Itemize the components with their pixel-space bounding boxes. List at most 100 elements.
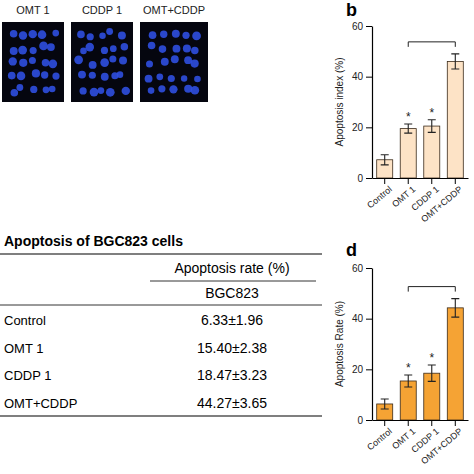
nucleus	[41, 71, 48, 78]
nucleus	[106, 28, 113, 35]
tick-mark	[455, 420, 456, 426]
table-cell: 15.40±2.38	[197, 340, 267, 356]
nucleus	[172, 30, 180, 38]
nucleus	[18, 46, 27, 55]
nucleus	[29, 30, 37, 38]
nucleus	[10, 30, 18, 38]
tick-label: Control	[365, 426, 394, 452]
nucleus	[181, 75, 187, 81]
y-axis: 0204060	[352, 21, 373, 184]
image-label: OMT 1	[16, 4, 49, 16]
micrograph	[2, 22, 64, 102]
tick-label: OMT+CDDP	[419, 426, 464, 466]
table-row-label: CDDP 1	[4, 368, 51, 383]
nucleus	[101, 73, 109, 81]
tick: 60	[352, 263, 372, 274]
table-header: Apoptosis rate (%)	[174, 260, 289, 276]
significance-mark: *	[429, 106, 434, 120]
nucleus	[117, 71, 124, 78]
nucleus	[52, 30, 59, 37]
nucleus	[11, 89, 19, 97]
nucleus	[19, 59, 27, 67]
micrograph	[71, 22, 133, 102]
nucleus	[9, 57, 17, 65]
nucleus	[146, 61, 153, 68]
nucleus	[38, 30, 47, 39]
table-row-label: OMT+CDDP	[4, 396, 77, 411]
tick-label: 0	[357, 415, 363, 426]
nucleus	[98, 87, 105, 94]
table-title: Apoptosis of BGC823 cells	[4, 233, 183, 249]
nucleus	[191, 86, 200, 95]
nucleus	[89, 72, 96, 79]
chart: 0204060ControlOMT 1CDDP 1OMT+CDDPApoptos…	[334, 0, 469, 224]
nucleus	[85, 43, 94, 52]
axis-line	[372, 269, 373, 421]
table-rule	[0, 305, 322, 306]
table-row-label: Control	[4, 313, 46, 328]
tick-mark	[431, 178, 432, 184]
tick: 60	[352, 21, 372, 32]
tick: Control	[365, 420, 394, 452]
tick-label: 20	[352, 364, 364, 375]
tick-mark	[384, 420, 385, 426]
tick-mark	[455, 178, 456, 184]
error-bar	[381, 399, 389, 409]
nucleus	[8, 72, 16, 80]
nucleus	[145, 75, 153, 83]
tick-label: OMT+CDDP	[419, 184, 464, 224]
nucleus	[49, 60, 58, 69]
nucleus	[80, 87, 87, 94]
nucleus	[194, 76, 201, 83]
nucleus	[89, 61, 97, 69]
nucleus	[78, 71, 86, 79]
nucleus	[42, 59, 50, 67]
table-row-label: OMT 1	[4, 341, 44, 356]
bar	[447, 61, 463, 178]
nucleus	[122, 87, 130, 95]
tick-mark	[366, 127, 372, 128]
nucleus	[52, 72, 59, 79]
nucleus	[32, 69, 40, 77]
nucleus	[156, 73, 163, 80]
nucleus	[109, 56, 116, 63]
nucleus	[49, 86, 56, 93]
table-cell: 18.47±3.23	[197, 367, 267, 383]
nucleus	[148, 87, 155, 94]
table-cell: 6.33±1.96	[201, 312, 263, 328]
tick-mark	[366, 26, 372, 27]
nucleus	[191, 47, 199, 55]
error-bar	[451, 299, 459, 317]
nucleus	[118, 31, 126, 39]
nucleus	[10, 47, 18, 55]
tick-mark	[366, 178, 372, 179]
tick-label: 60	[352, 21, 364, 32]
axis-line	[373, 420, 469, 421]
nucleus	[149, 31, 157, 39]
tick-label: 20	[352, 122, 364, 133]
error-bar	[428, 120, 436, 133]
comparison-bracket	[408, 287, 455, 292]
tick-label: Control	[365, 184, 394, 210]
y-axis-title: Apoptosis index (%)	[334, 58, 345, 147]
panel-letter: d	[346, 240, 357, 260]
nucleus	[158, 85, 165, 92]
nucleus	[148, 42, 156, 50]
nucleus	[90, 88, 99, 97]
nucleus	[47, 43, 55, 51]
nucleus	[19, 31, 27, 39]
image-label: OMT+CDDP	[143, 4, 205, 16]
tick: 0	[357, 173, 372, 184]
figure: OMT 1CDDP 1OMT+CDDPApoptosis of BGC823 c…	[0, 0, 474, 474]
panel-a: OMT 1CDDP 1OMT+CDDP	[2, 4, 208, 102]
tick-mark	[384, 178, 385, 184]
tick: OMT+CDDP	[419, 420, 464, 466]
tick: OMT+CDDP	[419, 178, 464, 224]
nucleus	[100, 58, 109, 67]
nucleus	[17, 72, 26, 81]
bar	[447, 308, 463, 420]
chart: 0204060ControlOMT 1CDDP 1OMT+CDDPApoptos…	[334, 240, 469, 466]
error-bar	[428, 365, 436, 381]
y-axis-title: Apoptosis Rate (%)	[334, 301, 345, 387]
comparison-bracket	[408, 42, 455, 47]
